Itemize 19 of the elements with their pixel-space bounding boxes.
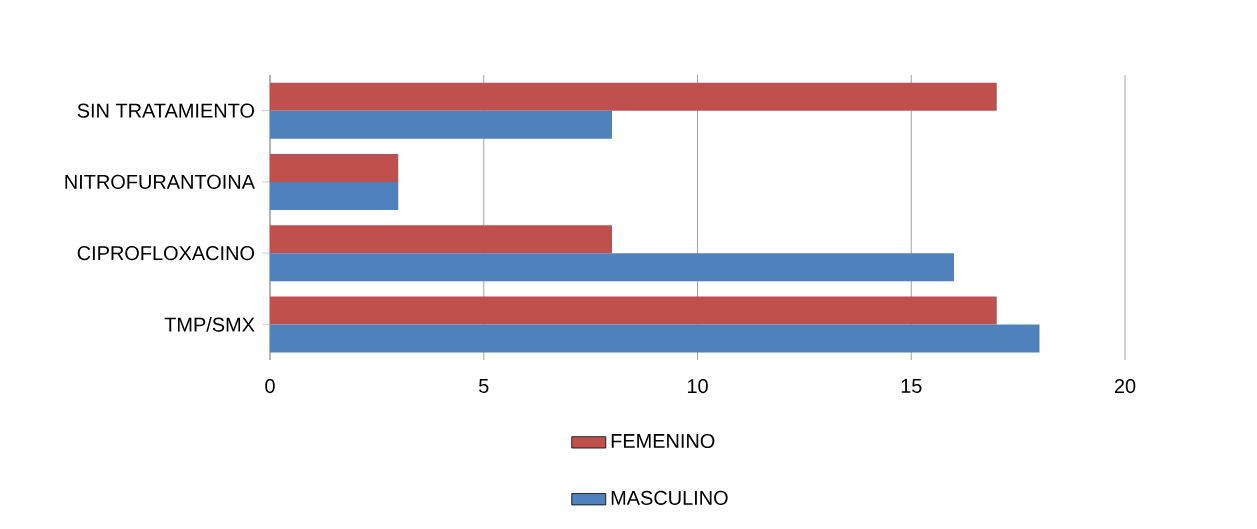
- x-tick-label: 0: [265, 379, 275, 394]
- bar: [270, 253, 955, 282]
- x-tick-label: 15: [901, 379, 922, 393]
- y-tick-label: CIPROFLOXACINO: [77, 246, 255, 261]
- legend-label: MASCULINO: [611, 490, 728, 505]
- bar: [270, 225, 613, 254]
- bar: [270, 110, 613, 139]
- x-tick-label: 5: [479, 379, 489, 393]
- y-tick-label: TMP/SMX: [164, 317, 255, 332]
- bar: [270, 181, 399, 210]
- legend-label: FEMENINO: [611, 433, 715, 449]
- bar: [270, 82, 997, 111]
- y-tick-label: SIN TRATAMIENTO: [77, 103, 255, 118]
- bar: [270, 153, 399, 182]
- y-tick-label: NITROFURANTOINA: [65, 174, 255, 189]
- x-tick-label: 20: [1114, 379, 1136, 394]
- bar: [270, 324, 1040, 353]
- x-tick-label: 10: [687, 379, 708, 394]
- bar: [270, 296, 997, 325]
